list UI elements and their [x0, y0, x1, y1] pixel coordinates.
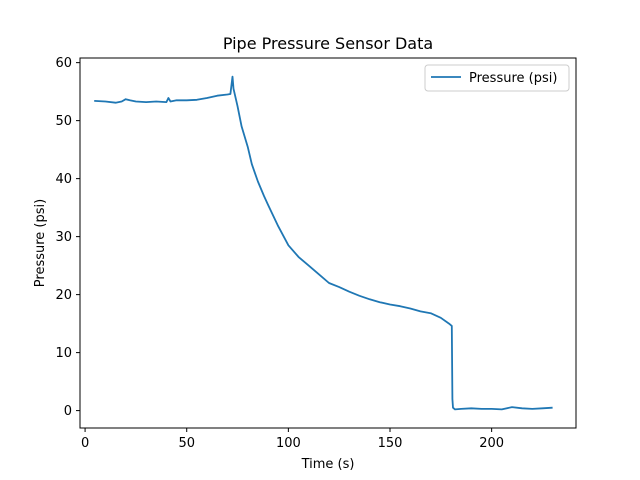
y-tick-label: 60: [55, 56, 72, 71]
x-tick-label: 50: [178, 436, 195, 451]
x-tick-label: 200: [479, 436, 504, 451]
x-axis-label: Time (s): [301, 457, 355, 472]
axes-frame: [79, 57, 577, 429]
legend-label: Pressure (psi): [469, 71, 557, 86]
chart-title: Pipe Pressure Sensor Data: [223, 34, 433, 53]
legend-box: [424, 64, 570, 92]
y-tick-label: 20: [55, 288, 72, 303]
y-tick-label: 10: [55, 346, 72, 361]
series-line-0: [94, 75, 553, 411]
x-tick-label: 100: [276, 436, 301, 451]
x-tick-label: 0: [81, 436, 89, 451]
y-tick-label: 0: [64, 404, 72, 419]
series-layer: [94, 75, 553, 411]
x-tick-label: 150: [378, 436, 403, 451]
y-axis-label: Pressure (psi): [33, 199, 48, 287]
x-axis-ticks: 0 50 100 150 200: [81, 428, 504, 451]
y-tick-label: 50: [55, 114, 72, 129]
y-tick-label: 40: [55, 172, 72, 187]
y-tick-label: 30: [55, 230, 72, 245]
plot-area: [79, 57, 577, 429]
y-axis-ticks: 0 10 20 30 40 50 60: [55, 56, 80, 419]
legend: Pressure (psi): [424, 64, 570, 92]
